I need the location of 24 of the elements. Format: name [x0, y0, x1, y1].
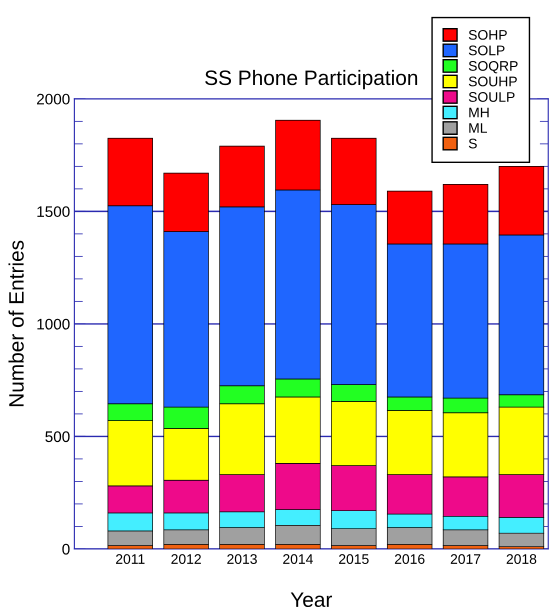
y-tick-label: 0: [62, 544, 70, 555]
x-tick-label: 2018: [506, 554, 536, 564]
x-tick-label: 2015: [339, 554, 369, 564]
x-tick-label: 2016: [394, 554, 425, 564]
x-axis-title: Year: [290, 592, 332, 608]
x-tick-label: 2013: [227, 554, 257, 564]
x-tick-label: 2014: [283, 554, 313, 564]
legend-label: SOLP: [468, 45, 504, 56]
y-tick-label: 500: [45, 431, 70, 442]
y-tick-label: 1500: [37, 206, 70, 218]
legend-label: ML: [469, 123, 488, 133]
legend-label: SOHP: [468, 30, 507, 40]
y-axis-title: Number of Entries: [8, 240, 24, 406]
x-tick-label: 2011: [116, 554, 145, 564]
legend-label: MH: [469, 108, 489, 118]
legend-label: SOULP: [468, 92, 515, 102]
y-tick-label: 1000: [37, 318, 70, 330]
legend-label: S: [468, 138, 477, 148]
y-tick-label: 2000: [37, 94, 70, 105]
x-tick-label: 2012: [171, 554, 201, 564]
legend-label: SOQRP: [468, 61, 518, 74]
x-tick-label: 2017: [450, 554, 480, 564]
chart-title: SS Phone Participation: [205, 70, 418, 90]
legend-label: SOUHP: [468, 76, 517, 86]
